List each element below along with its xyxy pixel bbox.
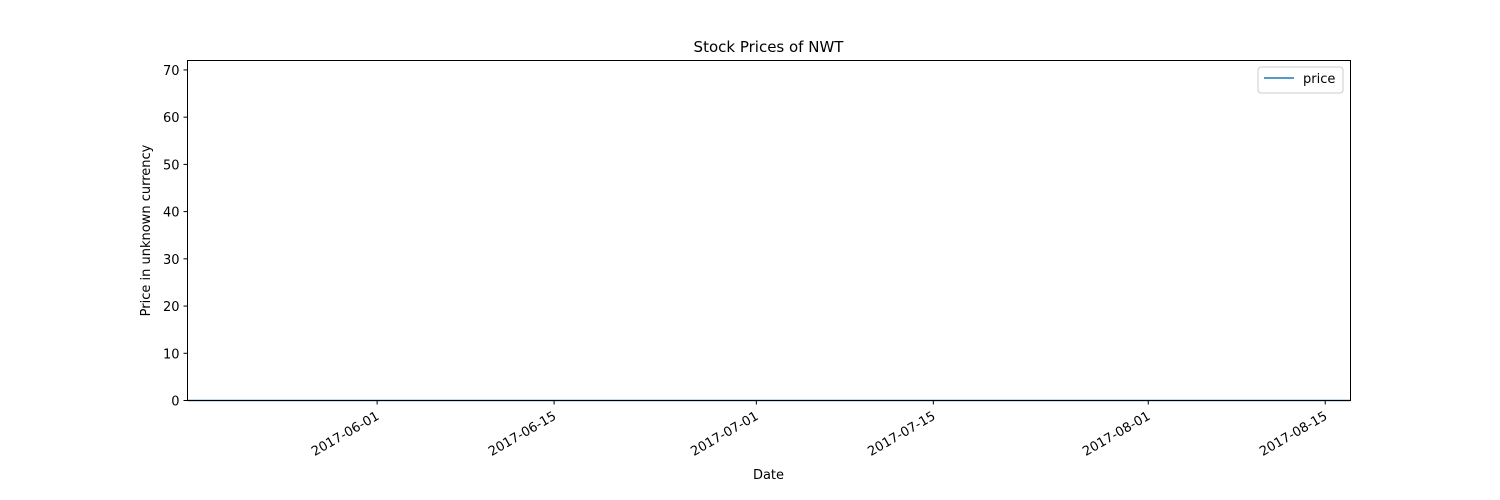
x-axis-label: Date bbox=[753, 468, 784, 483]
x-axis: 2017-06-01 2017-06-15 2017-07-01 2017-07-15… bbox=[309, 400, 1330, 460]
x-tick-label: 2017-07-15 bbox=[865, 409, 938, 460]
plot-area-frame bbox=[187, 60, 1351, 401]
legend: price bbox=[1257, 66, 1344, 94]
y-tick-label: 40 bbox=[163, 206, 180, 221]
x-tick-label: 2017-06-15 bbox=[486, 409, 559, 460]
y-axis: 0 10 20 30 40 50 60 70 bbox=[163, 64, 188, 410]
x-tick-label: 2017-06-01 bbox=[309, 409, 382, 460]
x-tick-label: 2017-07-01 bbox=[688, 409, 761, 460]
legend-box bbox=[1257, 66, 1344, 94]
y-tick-label: 30 bbox=[163, 253, 180, 268]
y-tick-label: 70 bbox=[163, 64, 180, 79]
y-tick-label: 10 bbox=[163, 347, 180, 362]
legend-label-price: price bbox=[1303, 72, 1335, 87]
x-tick-label: 2017-08-01 bbox=[1080, 409, 1153, 460]
y-tick-label: 0 bbox=[171, 395, 179, 410]
x-tick-label: 2017-08-15 bbox=[1257, 409, 1330, 460]
y-tick-label: 50 bbox=[163, 158, 180, 173]
y-axis-label: Price in unknown currency bbox=[139, 144, 154, 316]
chart-title: Stock Prices of NWT bbox=[694, 38, 845, 56]
y-tick-label: 20 bbox=[163, 300, 180, 315]
y-tick-label: 60 bbox=[163, 111, 180, 126]
